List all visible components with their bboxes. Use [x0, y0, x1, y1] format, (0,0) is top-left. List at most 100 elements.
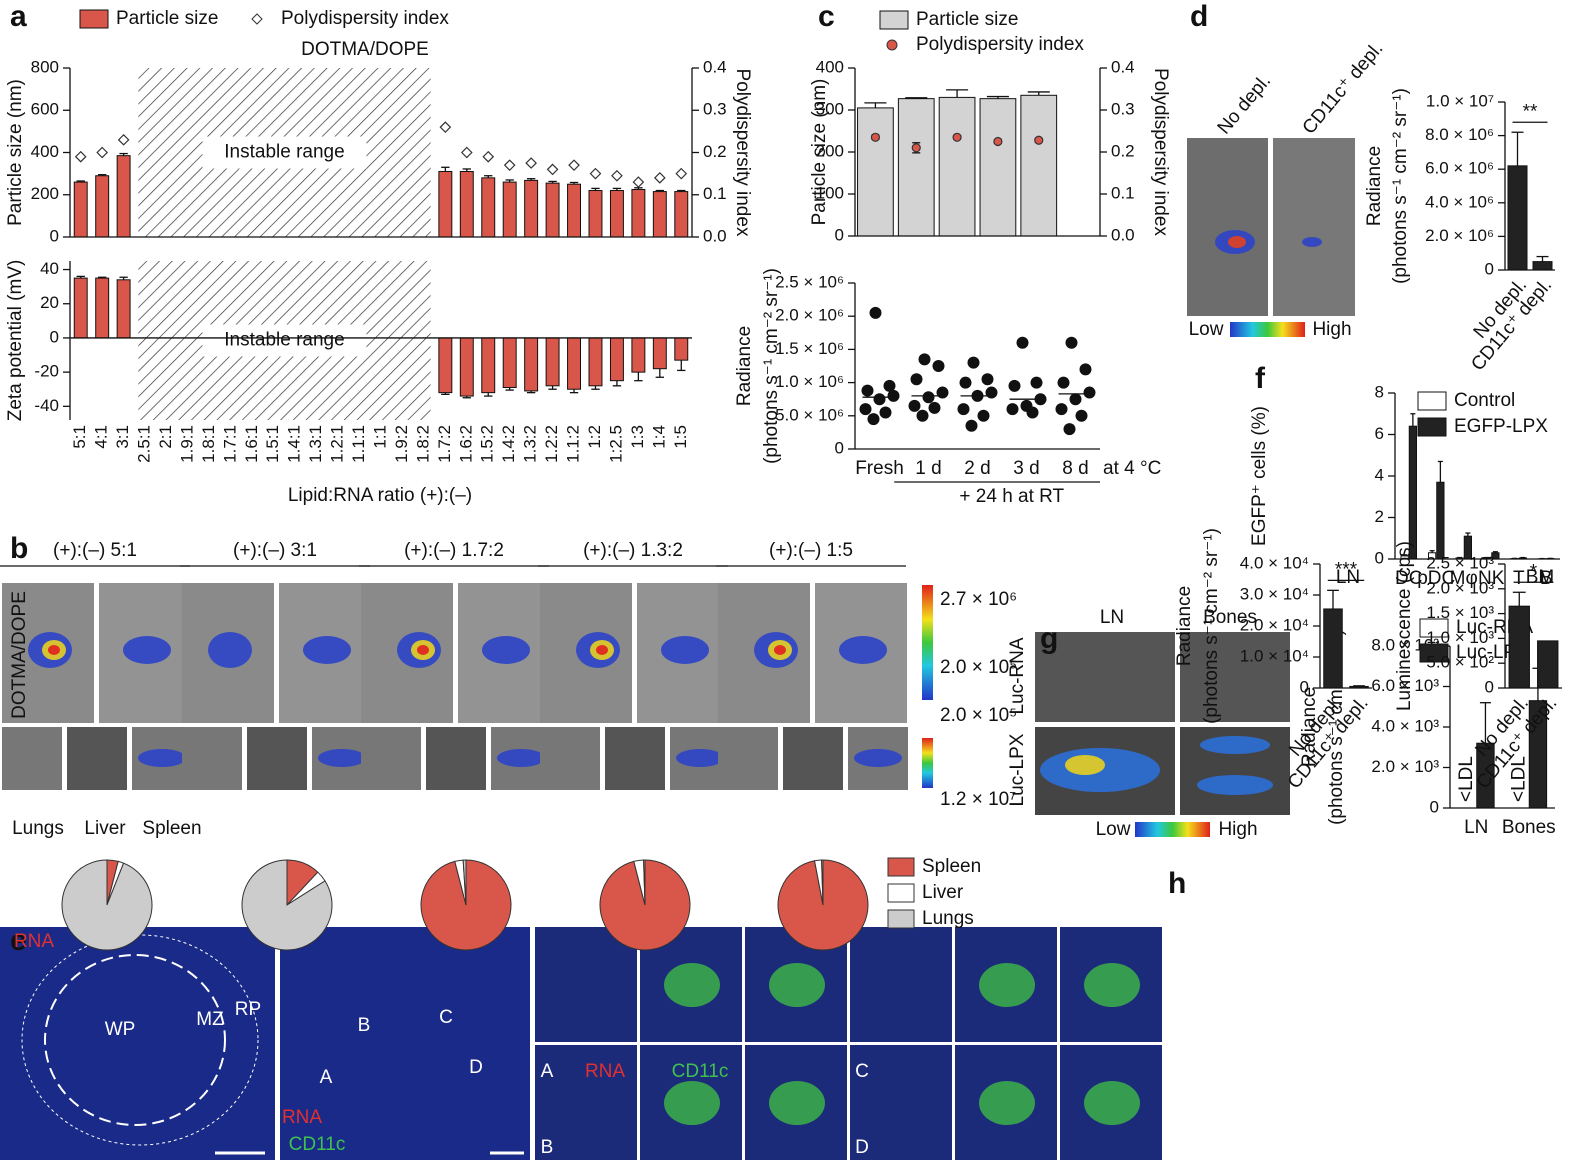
micrograph	[850, 927, 952, 1042]
annotation: + 24 h at RT	[959, 486, 1064, 507]
axis-label: (photons s⁻¹ cm⁻² sr⁻¹)	[1201, 528, 1222, 724]
axis-label: Polydispersity index	[1150, 68, 1171, 236]
tick-label: 400	[31, 142, 59, 161]
legend-label: Control	[1454, 390, 1515, 411]
dot	[959, 376, 972, 389]
tick-label: 2.0 × 10⁶	[775, 306, 844, 325]
x-tick-label: 1.1:1	[349, 425, 368, 463]
legend-label: Particle size	[916, 9, 1018, 30]
image-label: No depl.	[1214, 71, 1276, 139]
marker	[96, 146, 109, 159]
bar	[502, 181, 517, 238]
bar	[674, 191, 689, 238]
signal	[661, 636, 709, 664]
x-tick-label: 1:3	[628, 425, 647, 449]
organ-label: Spleen	[142, 818, 201, 839]
pie-slice	[462, 859, 467, 906]
tick-label: 6.0 × 10³	[1371, 676, 1439, 695]
scale-label: Low	[1189, 319, 1224, 340]
signal	[482, 636, 530, 664]
x-tick-label: 2 d	[964, 458, 990, 479]
axis-label: Particle size (nm)	[5, 79, 26, 226]
dot	[873, 393, 886, 406]
bar	[459, 171, 474, 238]
x-tick-label: 2.5:1	[135, 425, 154, 463]
organ-image	[540, 727, 600, 790]
signal	[774, 645, 786, 655]
micrograph	[535, 1045, 637, 1160]
signal	[664, 1081, 720, 1125]
x-tick-label: 1.8:2	[413, 425, 432, 463]
signal	[664, 963, 720, 1007]
x-tick-label: 2:1	[156, 425, 175, 449]
signal	[208, 632, 252, 668]
axis-label: Polydispersity index	[732, 69, 753, 237]
dot	[922, 391, 935, 404]
x-tick-label: 1:1	[370, 425, 389, 449]
label-box	[202, 324, 367, 357]
x-tick-label: 1.1:2	[564, 425, 583, 463]
x-tick-label: 1.8:1	[199, 425, 218, 463]
x-tick-label: 1 d	[915, 458, 941, 479]
bar	[545, 182, 560, 238]
row-label: Luc-RNA	[1007, 637, 1028, 714]
mouse-image	[1187, 138, 1268, 316]
tick-label: 0	[1300, 677, 1309, 696]
mouse-image	[1273, 138, 1355, 316]
tick-label: 0.2	[703, 142, 727, 161]
bar	[674, 337, 689, 361]
tick-label: 2.5 × 10⁶	[775, 272, 844, 291]
tick-label: 5.0 × 10²	[1426, 653, 1494, 672]
x-tick-label: 1.5:1	[263, 425, 282, 463]
x-tick-label: LN	[1464, 817, 1488, 838]
axis-label: (photons s⁻¹ cm⁻² sr⁻¹)	[1390, 88, 1411, 284]
dot	[918, 353, 931, 366]
legend-label: Liver	[922, 882, 964, 903]
dot	[981, 373, 994, 386]
x-tick-label: 3 d	[1013, 458, 1039, 479]
pie-slice	[821, 859, 824, 906]
tick-label: 8	[1375, 382, 1384, 401]
signal	[839, 636, 887, 664]
tick-label: 3.0 × 10⁴	[1240, 584, 1309, 603]
legend-label: Lungs	[922, 908, 974, 929]
dot	[965, 419, 978, 432]
signal	[1302, 237, 1322, 247]
micrograph	[535, 927, 637, 1042]
organ-image	[247, 727, 307, 790]
legend-label: Polydispersity index	[916, 34, 1084, 55]
axis-label: Radiance	[1364, 146, 1385, 226]
tick-label: 0.3	[1111, 99, 1135, 118]
legend-swatch	[879, 10, 909, 30]
x-tick-label: 1.7:2	[435, 425, 454, 463]
tile-label: RNA	[585, 1061, 625, 1082]
column-label: LN	[1100, 607, 1124, 628]
micrograph	[280, 927, 530, 1160]
tick-label: 4	[1375, 465, 1384, 484]
organ-image	[182, 727, 242, 790]
dot	[879, 406, 892, 419]
signal	[1228, 236, 1246, 248]
value-label: <LDL	[1456, 756, 1477, 802]
colorbar	[1135, 822, 1210, 837]
marker	[911, 143, 921, 153]
tick-label: 0.4	[703, 57, 727, 76]
dot	[867, 413, 880, 426]
tick-label: 1.5 × 10³	[1426, 603, 1494, 622]
bar	[979, 98, 1017, 237]
signal	[854, 749, 902, 767]
dot	[1055, 403, 1068, 416]
row-label: Luc-LPX	[1007, 733, 1028, 806]
bar	[524, 337, 539, 392]
signal	[1197, 775, 1273, 795]
legend-swatch	[251, 13, 263, 25]
pie-slice	[241, 859, 333, 951]
signal	[769, 963, 825, 1007]
tick-label: 100	[816, 183, 844, 202]
micrograph-label: A	[320, 1067, 333, 1088]
x-tick-label: pDC	[1417, 568, 1455, 589]
tick-label: 0.4	[1111, 57, 1135, 76]
tick-label: 2.5 × 10³	[1426, 553, 1494, 572]
tick-label: 0.1	[1111, 183, 1135, 202]
dot	[1083, 386, 1096, 399]
